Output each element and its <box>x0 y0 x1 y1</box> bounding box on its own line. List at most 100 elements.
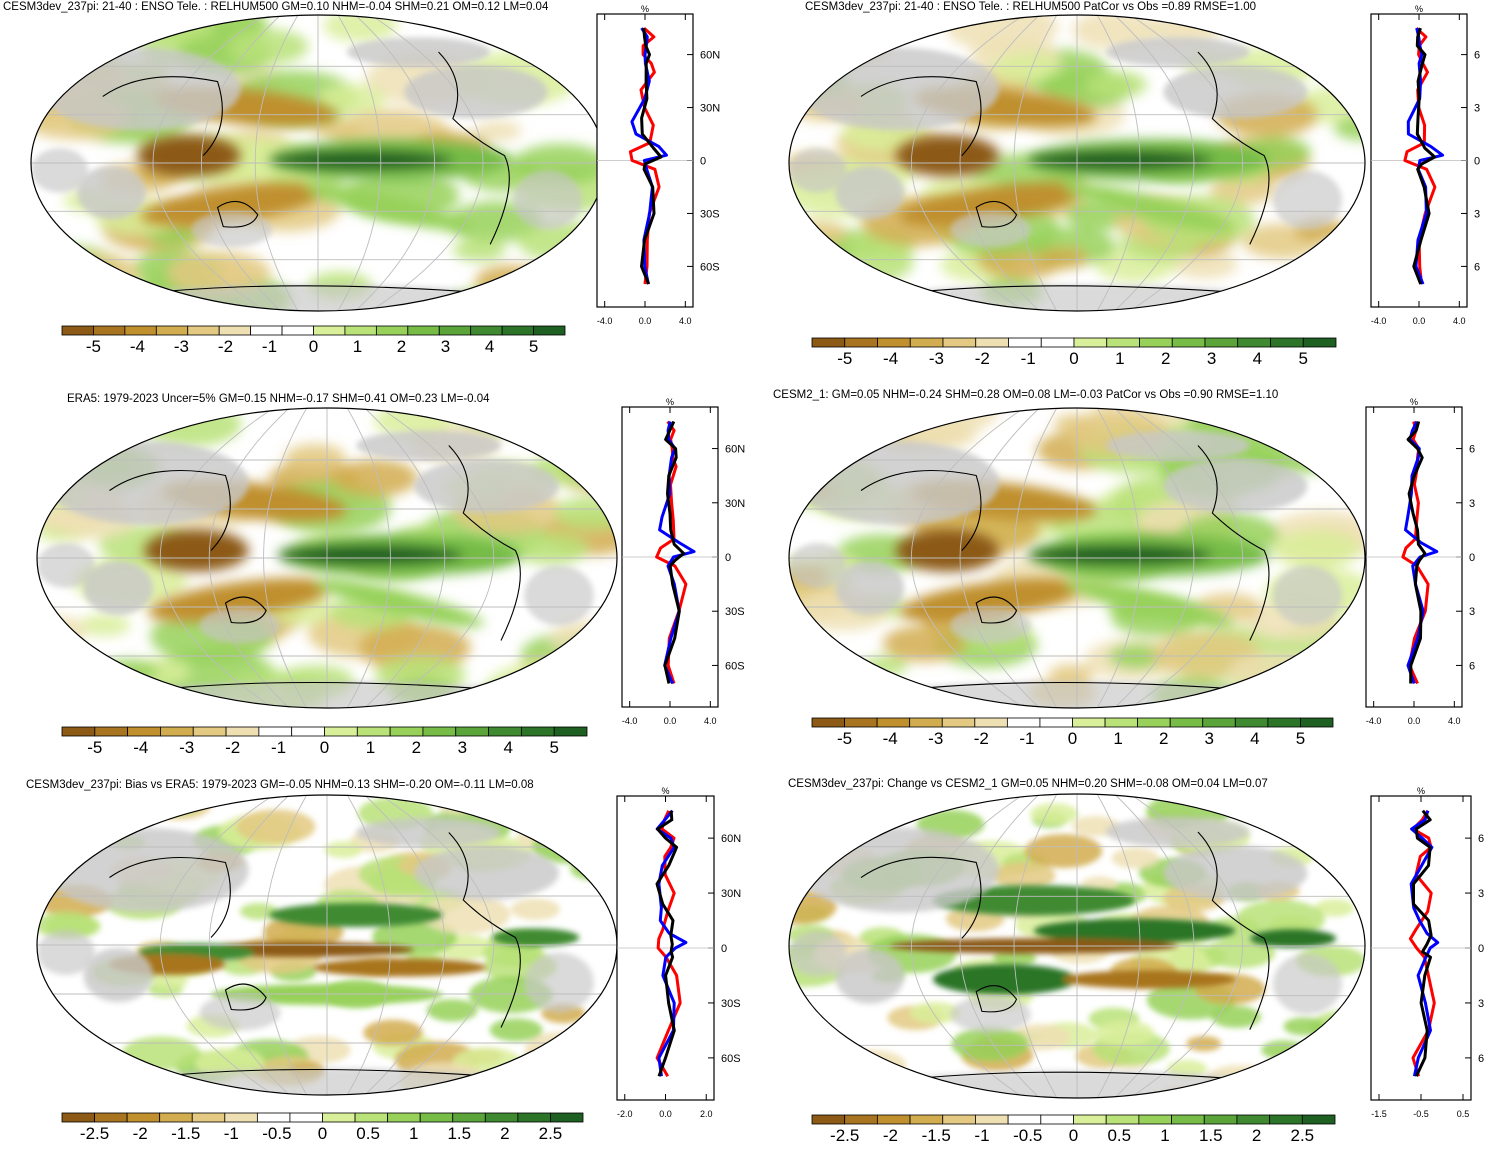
colorbar-swatch <box>187 325 220 336</box>
colorbar-swatch <box>811 1114 846 1125</box>
map-field <box>37 408 617 708</box>
colorbar-label: 3 <box>1207 349 1216 368</box>
coastlines <box>860 831 1270 1081</box>
profile-unit: % <box>666 397 674 407</box>
colorbar-swatch <box>93 325 126 336</box>
colorbar-swatch <box>375 325 409 336</box>
x-tick-label: -0.5 <box>1413 1109 1429 1119</box>
colorbar: -5 -4 -3 -2 -1 0 1 2 3 4 5 <box>61 726 588 757</box>
colorbar-swatch <box>909 1114 944 1125</box>
colorbar-swatch <box>811 337 846 348</box>
colorbar-swatch <box>975 1114 1009 1125</box>
lat-tick-label: 6 <box>1469 660 1475 672</box>
colorbar-label: -3 <box>928 729 943 748</box>
lat-tick-label: 30N <box>725 498 745 510</box>
panel-title: ERA5: 1979-2023 Uncer=5% GM=0.15 NHM=-0.… <box>67 393 490 405</box>
graticule <box>31 15 605 311</box>
x-tick-label: 2.0 <box>700 1109 713 1119</box>
profile-line <box>1412 27 1437 285</box>
colorbar-label: -1 <box>1021 349 1036 368</box>
colorbar-swatch <box>1039 717 1073 728</box>
panel-title: CESM2_1: GM=0.05 NHM=-0.24 SHM=0.28 OM=0… <box>773 389 1279 401</box>
colorbar-swatch <box>354 1112 389 1123</box>
x-tick-label: -4.0 <box>1371 316 1387 326</box>
colorbar-swatch <box>1106 337 1140 348</box>
colorbar-label: 1 <box>353 337 362 356</box>
colorbar-label: 0 <box>320 738 329 757</box>
colorbar-swatch <box>1073 1114 1107 1125</box>
colorbar-swatch <box>159 1112 193 1123</box>
colorbar-label: -2 <box>975 349 990 368</box>
lat-tick-label: 60S <box>721 1053 741 1065</box>
colorbar-label: 2 <box>1161 349 1170 368</box>
colorbar-swatch <box>289 1112 323 1123</box>
colorbar-swatch <box>1267 717 1301 728</box>
profile-line <box>1409 810 1440 1077</box>
colorbar-swatch <box>419 1112 454 1123</box>
x-tick-label: 4.0 <box>704 716 717 726</box>
colorbar-swatch <box>225 726 260 737</box>
colorbar: -2.5 -2 -1.5 -1 -0.5 0 0.5 1 1.5 2 2.5 <box>811 1114 1336 1145</box>
colorbar-label: -0.5 <box>1013 1126 1042 1145</box>
colorbar-swatch <box>533 325 566 336</box>
lat-tick-label: 6 <box>1474 50 1480 62</box>
colorbar-swatch <box>1171 1114 1205 1125</box>
colorbar-label: -1 <box>224 1124 239 1143</box>
lat-tick-label: 6 <box>1469 444 1475 456</box>
colorbar-label: -2 <box>133 1124 148 1143</box>
x-tick-label: 0.5 <box>1457 1109 1470 1119</box>
colorbar-label: -4 <box>130 337 145 356</box>
colorbar-label: 2 <box>500 1124 509 1143</box>
colorbar-swatch <box>256 1112 291 1123</box>
profile-line <box>663 420 686 684</box>
colorbar-swatch <box>387 1112 421 1123</box>
x-tick-label: 4.0 <box>1453 316 1466 326</box>
colorbar-label: -4 <box>883 349 898 368</box>
colorbar-label: 4 <box>1250 729 1259 748</box>
colorbar: -5 -4 -3 -2 -1 0 1 2 3 4 5 <box>811 717 1334 748</box>
map-field <box>31 15 605 311</box>
map-outline <box>788 407 1366 709</box>
colorbar-swatch <box>941 717 976 728</box>
colorbar-label: 5 <box>529 337 538 356</box>
colorbar-swatch <box>1137 717 1171 728</box>
profile-unit: % <box>661 786 669 796</box>
lat-tick-label: 30N <box>700 103 720 115</box>
colorbar-swatch <box>61 325 94 336</box>
colorbar-label: -2 <box>974 729 989 748</box>
colorbar-swatch <box>1007 1114 1042 1125</box>
colorbar-label: 5 <box>1296 729 1305 748</box>
colorbar-swatch <box>484 1112 519 1123</box>
graticule <box>789 794 1365 1098</box>
colorbar-swatch <box>1300 717 1334 728</box>
colorbar-label: 4 <box>485 337 494 356</box>
colorbar-swatch <box>470 325 503 336</box>
map-field <box>789 15 1365 311</box>
lat-tick-label: 3 <box>1474 103 1480 115</box>
panel-p1: % 60N 30N 0 30S 60S -4.0 0.0 4.0 -5 -4 -3 -2 -1 0 1 2 3 4 5 <box>30 4 720 356</box>
colorbar-label: 1 <box>366 738 375 757</box>
panel-title: CESM3dev_237pi: Bias vs ERA5: 1979-2023 … <box>26 779 534 791</box>
colorbar-label: 1.5 <box>447 1124 471 1143</box>
colorbar-swatch <box>438 325 472 336</box>
colorbar-label: 5 <box>1299 349 1308 368</box>
colorbar-swatch <box>407 325 440 336</box>
zonal-profile: % 6 3 0 3 6 -4.0 0.0 4.0 <box>1365 397 1475 726</box>
lat-tick-label: 60N <box>700 50 720 62</box>
colorbar-swatch <box>322 1112 356 1123</box>
colorbar-swatch <box>909 337 944 348</box>
x-tick-label: 4.0 <box>1448 716 1461 726</box>
x-tick-label: -4.0 <box>1366 716 1382 726</box>
lat-tick-label: 6 <box>1474 261 1480 273</box>
colorbar-swatch <box>1234 717 1269 728</box>
x-tick-label: -4.0 <box>597 316 613 326</box>
colorbar-label: 3 <box>1205 729 1214 748</box>
colorbar-swatch <box>942 1114 976 1125</box>
colorbar-label: 2 <box>412 738 421 757</box>
colorbar-swatch <box>422 726 457 737</box>
colorbar-swatch <box>1006 717 1041 728</box>
panel-p2: % 6 3 0 3 6 -4.0 0.0 4.0 -5 -4 -3 -2 -1 0 1 2 3 4 5 <box>788 4 1480 368</box>
x-tick-label: 0.0 <box>659 1109 672 1119</box>
colorbar-swatch <box>844 1114 878 1125</box>
profile-line <box>1412 809 1433 1077</box>
